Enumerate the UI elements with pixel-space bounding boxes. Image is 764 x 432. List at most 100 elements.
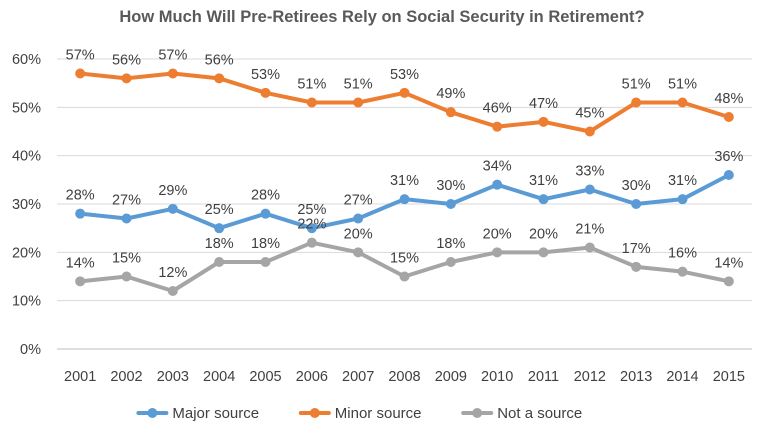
x-tick-label: 2005: [249, 369, 281, 385]
legend-swatch-marker: [472, 408, 483, 418]
data-label-not-a-source: 20%: [483, 226, 512, 242]
data-label-major-source: 29%: [158, 183, 187, 199]
legend-item-minor-source: Minor source: [298, 405, 422, 422]
data-point-major-source: [677, 194, 688, 205]
data-point-major-source: [353, 213, 364, 224]
data-point-not-a-source: [121, 271, 132, 282]
data-point-not-a-source: [399, 271, 410, 282]
x-tick-label: 2010: [481, 369, 513, 385]
chart-title: How Much Will Pre-Retirees Rely on Socia…: [119, 8, 644, 26]
data-point-minor-source: [631, 97, 642, 108]
data-label-minor-source: 56%: [205, 52, 234, 68]
data-point-not-a-source: [167, 286, 178, 296]
data-label-not-a-source: 12%: [158, 265, 187, 281]
data-label-not-a-source: 21%: [575, 222, 604, 238]
x-tick-label: 2002: [110, 369, 142, 385]
data-label-major-source: 28%: [66, 188, 95, 204]
data-point-major-source: [584, 184, 595, 195]
x-tick-label: 2008: [388, 369, 420, 385]
data-point-minor-source: [214, 73, 225, 84]
data-point-not-a-source: [677, 266, 688, 277]
data-point-minor-source: [75, 68, 86, 79]
y-tick-label: 20%: [12, 245, 41, 261]
data-label-major-source: 33%: [575, 164, 604, 180]
data-label-not-a-source: 15%: [112, 251, 141, 267]
data-point-minor-source: [306, 97, 317, 108]
data-label-major-source: 30%: [622, 178, 651, 194]
y-tick-label: 10%: [12, 294, 41, 310]
legend-label: Major source: [172, 405, 259, 422]
data-point-major-source: [167, 203, 178, 214]
x-tick-label: 2011: [528, 369, 559, 385]
data-label-minor-source: 45%: [575, 106, 604, 122]
data-label-not-a-source: 18%: [251, 236, 280, 252]
data-point-major-source: [538, 194, 549, 205]
data-label-not-a-source: 15%: [390, 251, 419, 267]
data-label-major-source: 25%: [205, 202, 234, 218]
data-point-minor-source: [167, 68, 178, 79]
data-point-not-a-source: [260, 257, 271, 267]
data-point-minor-source: [121, 73, 132, 84]
data-point-major-source: [260, 208, 271, 219]
data-label-minor-source: 51%: [622, 77, 651, 93]
data-label-major-source: 31%: [668, 173, 697, 189]
data-label-major-source: 36%: [714, 149, 743, 165]
data-label-major-source: 27%: [344, 193, 373, 209]
data-label-major-source: 34%: [483, 159, 512, 175]
data-label-major-source: 31%: [529, 173, 558, 189]
x-tick-label: 2009: [435, 369, 467, 385]
legend-item-major-source: Major source: [136, 405, 259, 422]
legend-item-not-a-source: Not a source: [461, 405, 582, 422]
data-point-not-a-source: [214, 257, 225, 267]
data-label-major-source: 31%: [390, 173, 419, 189]
data-label-major-source: 25%: [297, 202, 326, 218]
data-point-major-source: [492, 179, 503, 190]
data-point-not-a-source: [306, 237, 317, 248]
data-point-minor-source: [677, 97, 688, 108]
x-tick-label: 2014: [666, 369, 698, 385]
data-point-minor-source: [353, 97, 364, 108]
legend-swatch-marker: [309, 408, 320, 418]
data-label-major-source: 30%: [436, 178, 465, 194]
data-point-not-a-source: [75, 276, 86, 287]
data-point-major-source: [75, 208, 86, 219]
data-label-not-a-source: 18%: [205, 236, 234, 252]
x-tick-label: 2013: [620, 369, 652, 385]
data-label-minor-source: 56%: [112, 52, 141, 68]
data-label-minor-source: 53%: [251, 67, 280, 83]
data-label-minor-source: 51%: [668, 77, 697, 93]
legend-label: Minor source: [335, 405, 422, 422]
data-label-not-a-source: 14%: [714, 255, 743, 271]
data-point-major-source: [121, 213, 132, 224]
data-point-not-a-source: [723, 276, 734, 287]
legend: Major source Minor source Not a source: [136, 405, 582, 422]
data-point-not-a-source: [445, 257, 456, 267]
data-point-major-source: [723, 170, 734, 180]
data-label-major-source: 28%: [251, 188, 280, 204]
data-label-not-a-source: 14%: [66, 255, 95, 271]
data-label-minor-source: 46%: [483, 101, 512, 117]
data-labels: 28% 27% 29% 25% 28% 25% 27% 31% 30% 34% 31% 33% 30% 3…: [66, 48, 744, 282]
data-point-not-a-source: [631, 261, 642, 272]
data-point-not-a-source: [353, 247, 364, 258]
data-point-not-a-source: [584, 242, 595, 253]
data-label-not-a-source: 22%: [297, 217, 326, 233]
y-tick-label: 50%: [12, 100, 41, 116]
x-tick-label: 2007: [342, 369, 374, 385]
x-tick-label: 2015: [713, 369, 745, 385]
data-label-minor-source: 49%: [436, 86, 465, 102]
data-point-minor-source: [445, 107, 456, 118]
data-label-not-a-source: 16%: [668, 246, 697, 262]
data-point-minor-source: [492, 121, 503, 132]
x-tick-label: 2012: [574, 369, 606, 385]
data-label-major-source: 27%: [112, 193, 141, 209]
data-label-minor-source: 47%: [529, 96, 558, 112]
data-label-minor-source: 57%: [158, 48, 187, 64]
data-point-major-source: [399, 194, 410, 205]
data-label-not-a-source: 20%: [529, 226, 558, 242]
data-point-major-source: [306, 223, 317, 234]
legend-swatch-marker: [147, 408, 158, 418]
y-tick-label: 0%: [20, 342, 41, 358]
x-axis: 2001 2002 2003 2004 2005 2006 2007 2008 2009 2010…: [64, 369, 745, 385]
